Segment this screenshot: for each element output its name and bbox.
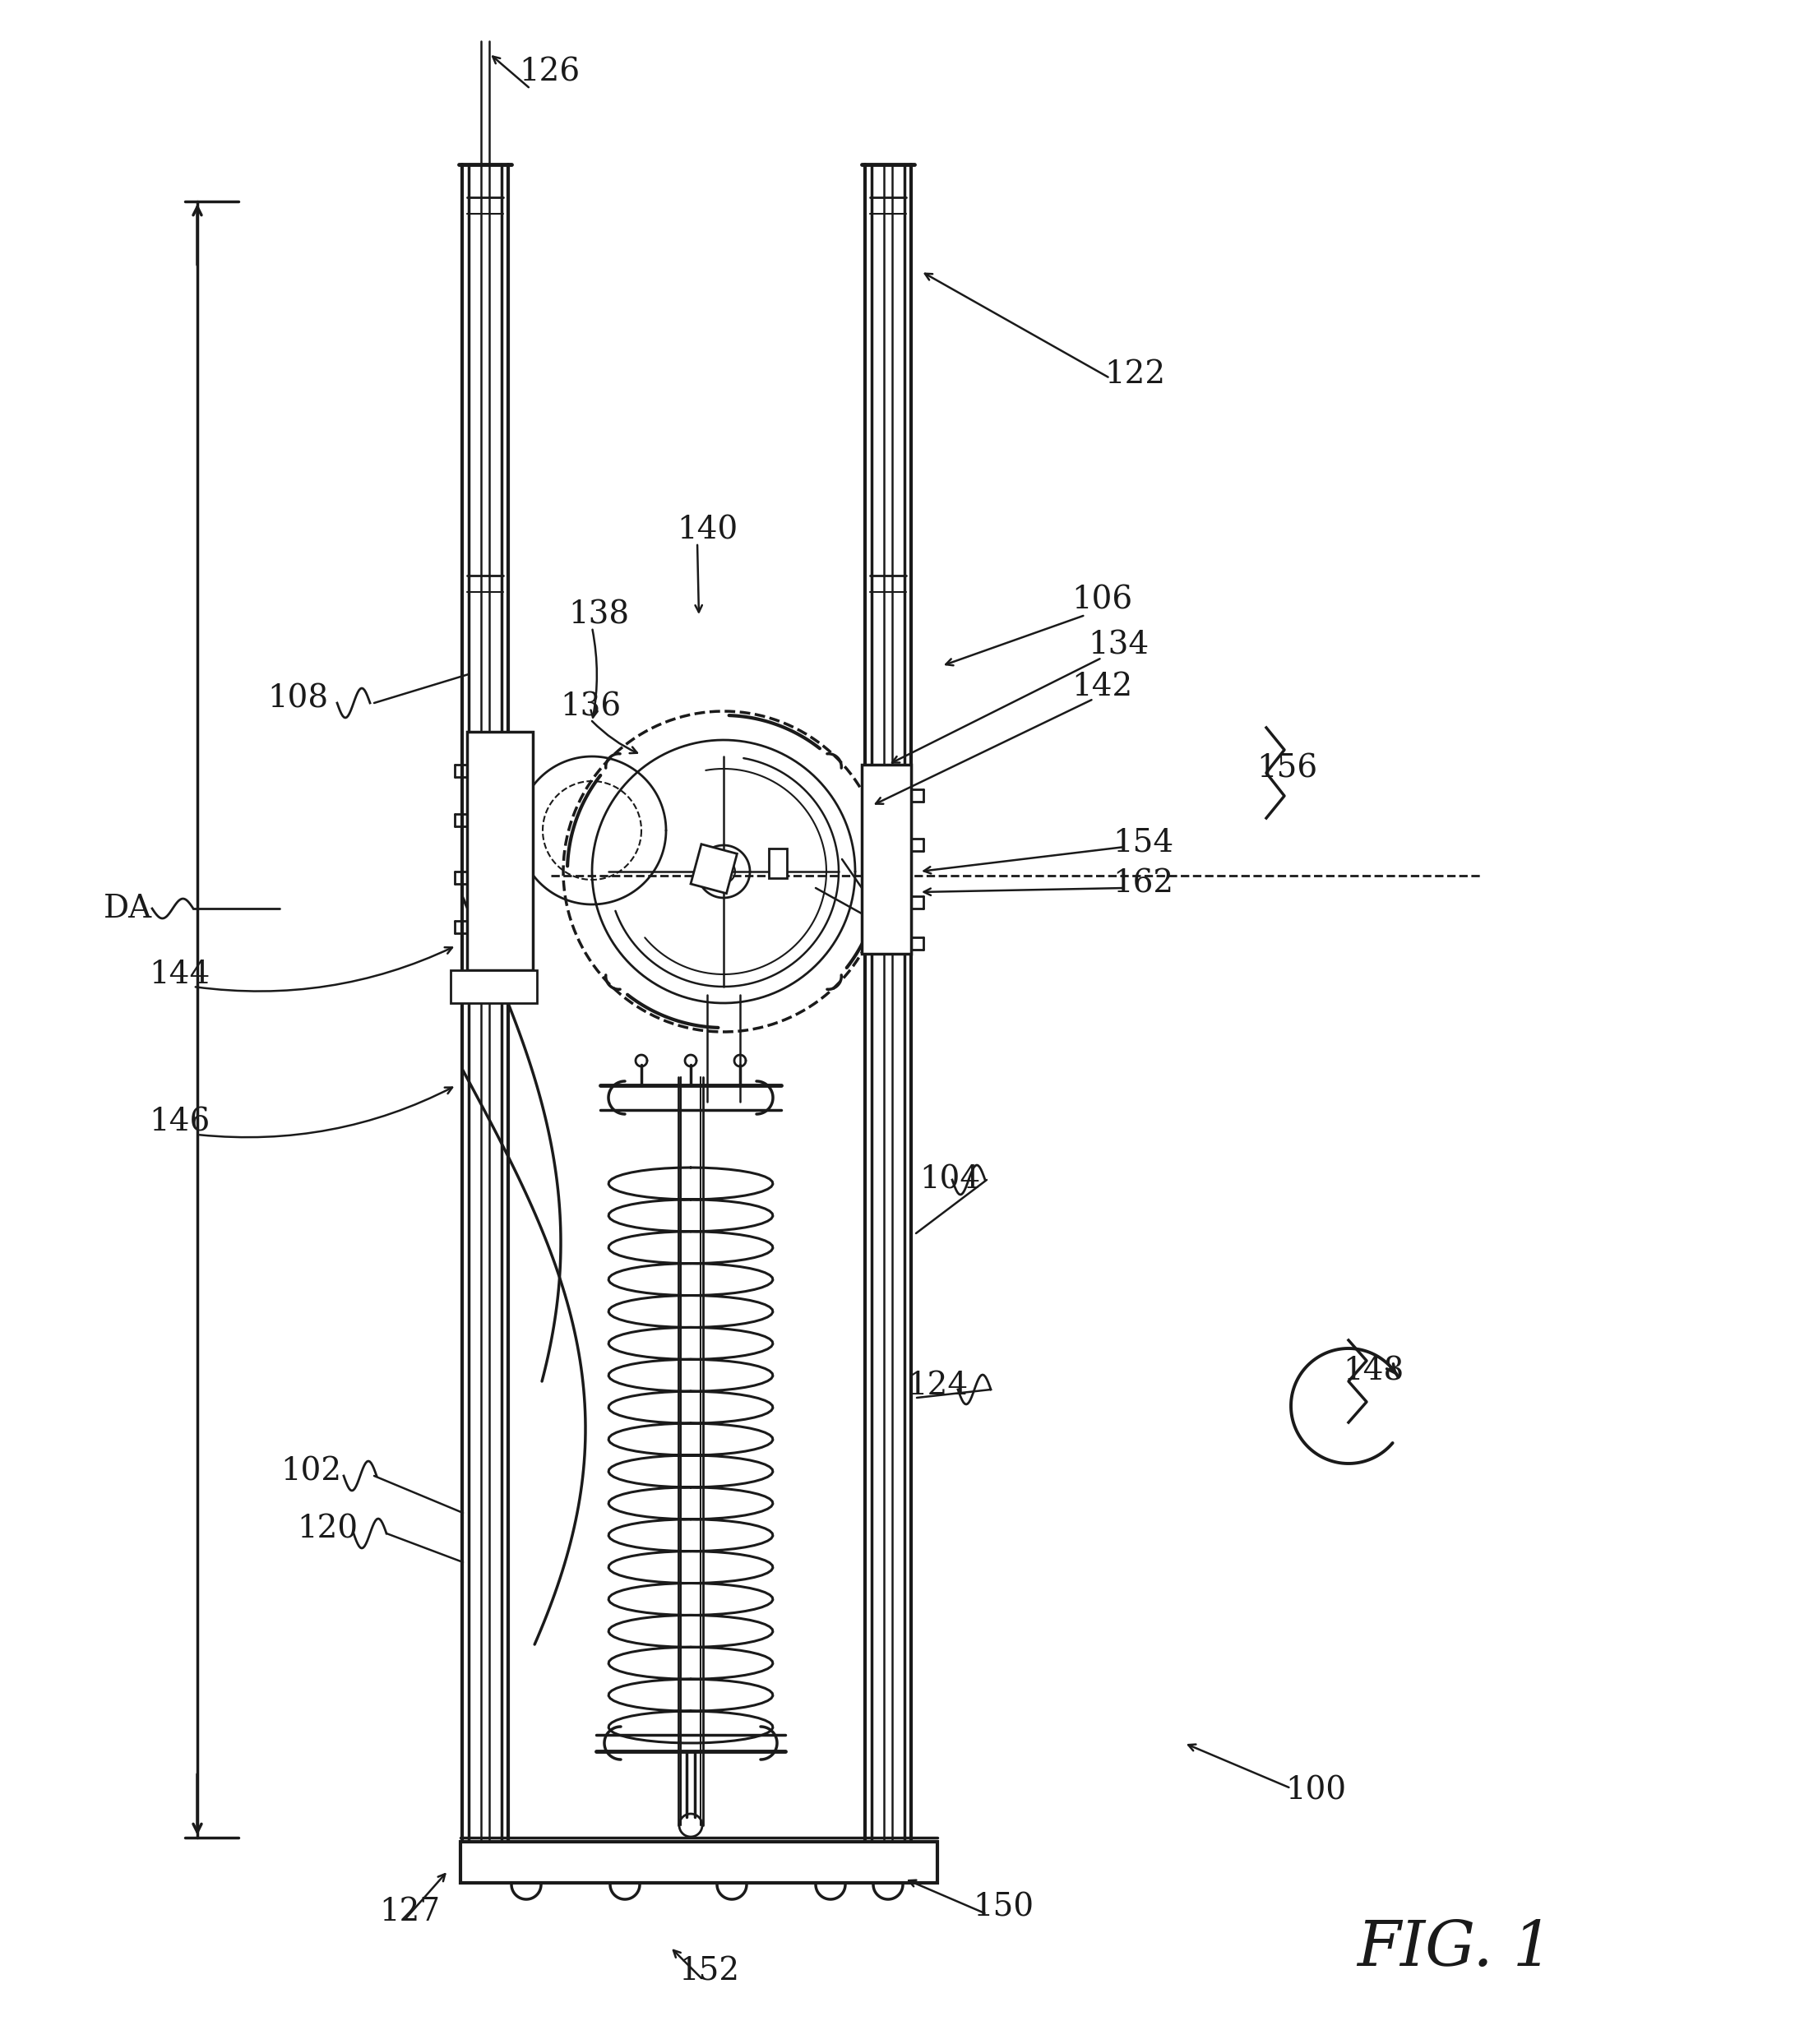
Text: 150: 150 bbox=[973, 1893, 1034, 1923]
Text: 124: 124 bbox=[906, 1369, 968, 1400]
Text: 140: 140 bbox=[677, 515, 738, 546]
Bar bbox=[461, 1842, 937, 1883]
Text: 154: 154 bbox=[1113, 828, 1174, 858]
Text: 156: 156 bbox=[1256, 754, 1318, 785]
Text: 134: 134 bbox=[1088, 630, 1149, 660]
Text: 148: 148 bbox=[1343, 1357, 1404, 1386]
Text: 100: 100 bbox=[1285, 1776, 1346, 1807]
Text: 144: 144 bbox=[149, 959, 210, 989]
Text: 138: 138 bbox=[569, 599, 628, 630]
Bar bbox=[691, 844, 738, 893]
Text: FIG. 1: FIG. 1 bbox=[1357, 1917, 1553, 1979]
Text: DA: DA bbox=[102, 893, 153, 924]
Text: 106: 106 bbox=[1072, 585, 1133, 615]
Text: 126: 126 bbox=[519, 57, 580, 88]
Text: 127: 127 bbox=[379, 1897, 440, 1927]
Text: 108: 108 bbox=[267, 683, 328, 713]
Text: 152: 152 bbox=[679, 1956, 740, 1987]
Text: 122: 122 bbox=[1104, 360, 1165, 388]
Bar bbox=[768, 848, 786, 879]
Bar bbox=[451, 971, 537, 1004]
Text: 120: 120 bbox=[296, 1515, 357, 1545]
Text: 104: 104 bbox=[919, 1165, 980, 1196]
Bar bbox=[467, 732, 533, 971]
Bar bbox=[862, 764, 912, 955]
Text: 102: 102 bbox=[280, 1457, 341, 1486]
Text: 136: 136 bbox=[560, 691, 621, 722]
Text: 146: 146 bbox=[149, 1108, 210, 1139]
Text: 162: 162 bbox=[1113, 869, 1174, 899]
Text: 142: 142 bbox=[1072, 670, 1133, 701]
